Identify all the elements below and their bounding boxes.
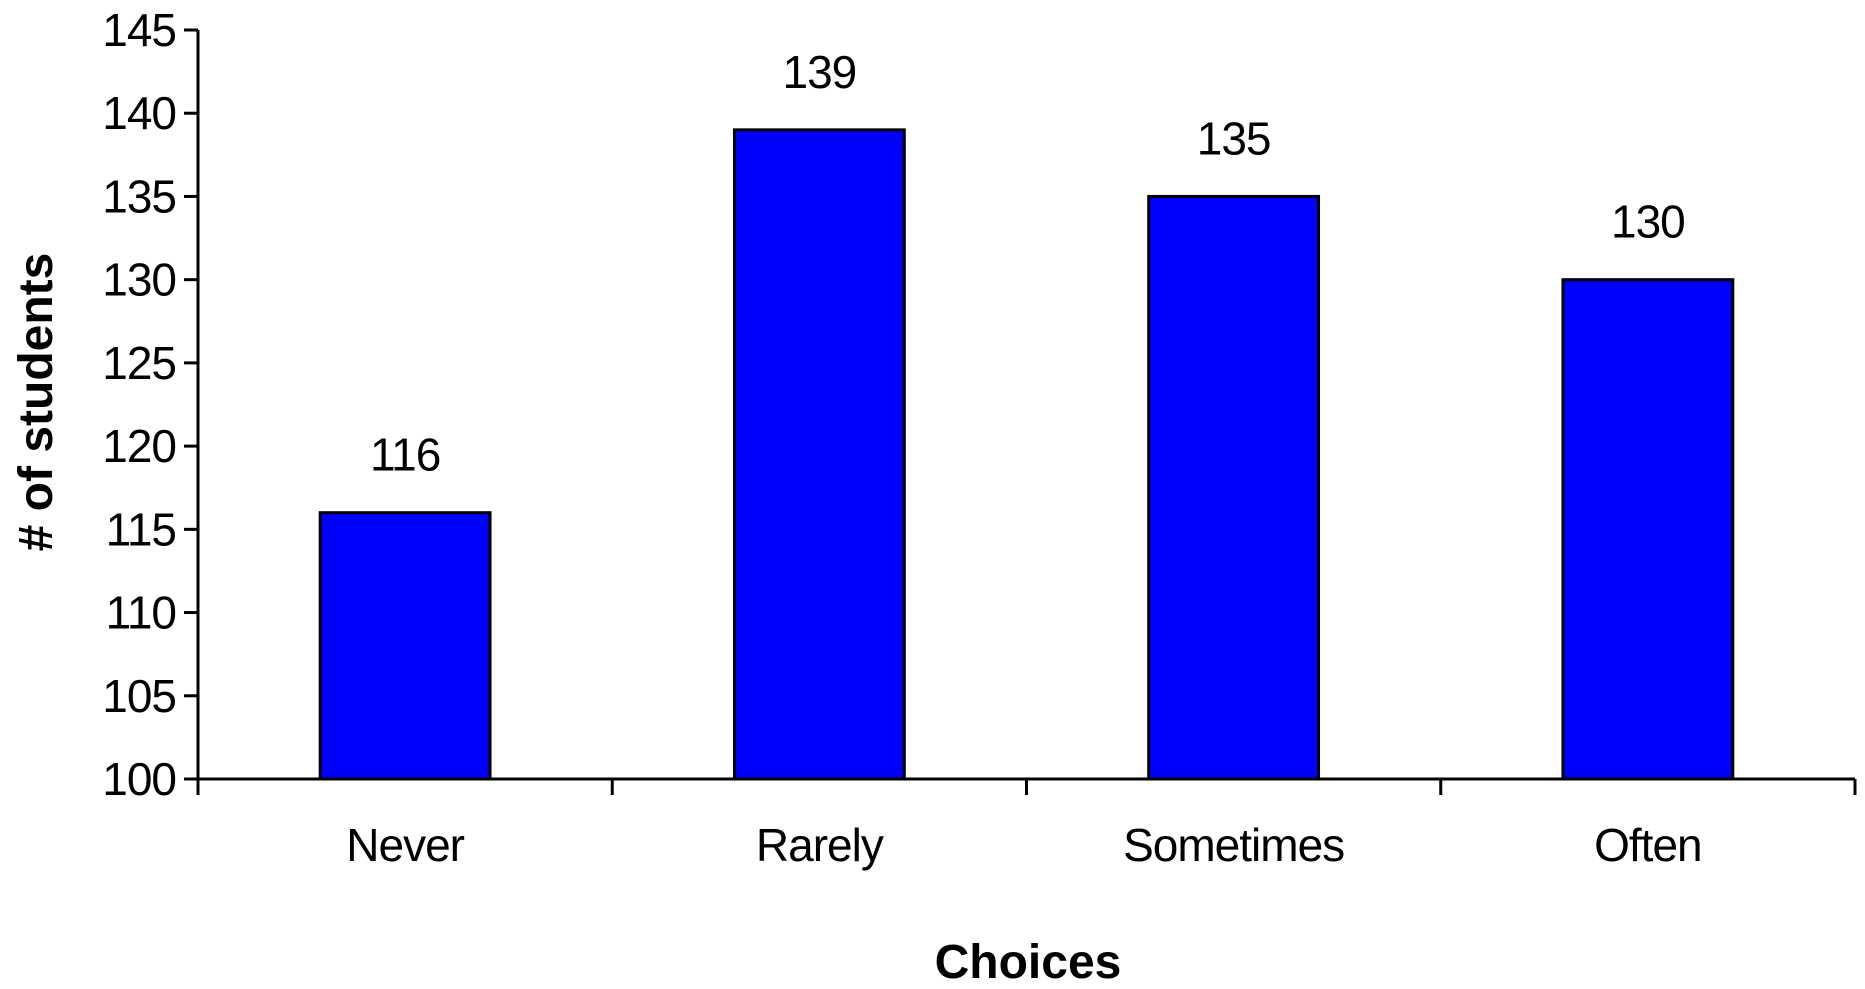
bar-value-label: 116: [370, 429, 440, 481]
x-category-label: Rarely: [756, 819, 884, 871]
y-tick-label: 140: [102, 87, 176, 139]
bar-rarely: [732, 128, 906, 781]
y-tick-label: 145: [102, 4, 176, 56]
y-tick-label: 135: [102, 170, 176, 222]
bar-often: [1561, 278, 1735, 781]
x-category-label: Sometimes: [1123, 819, 1344, 871]
bar-never: [318, 511, 492, 781]
y-tick-label: 105: [102, 670, 176, 722]
y-tick-label: 125: [102, 337, 176, 389]
y-tick-label: 120: [102, 420, 176, 472]
y-tick-label: 130: [102, 254, 176, 306]
x-ticks: Never Rarely Sometimes Often: [196, 779, 1857, 871]
y-tick-label: 115: [106, 503, 176, 555]
bar-value-label: 130: [1611, 196, 1685, 248]
bars-layer: [318, 128, 1735, 781]
bar-value-label: 135: [1197, 112, 1271, 164]
y-axis-title: # of students: [10, 253, 63, 552]
y-tick-label: 110: [106, 587, 176, 639]
data-labels: 116 139 135 130: [370, 46, 1686, 481]
bar-sometimes: [1147, 194, 1321, 781]
y-tick-label: 100: [102, 753, 176, 805]
y-ticks: 100 105 110 115 120 125 130 135 140 145: [102, 4, 198, 805]
x-category-label: Often: [1594, 819, 1702, 871]
x-category-label: Never: [346, 819, 464, 871]
bar-value-label: 139: [783, 46, 857, 98]
x-axis-title: Choices: [935, 936, 1122, 984]
